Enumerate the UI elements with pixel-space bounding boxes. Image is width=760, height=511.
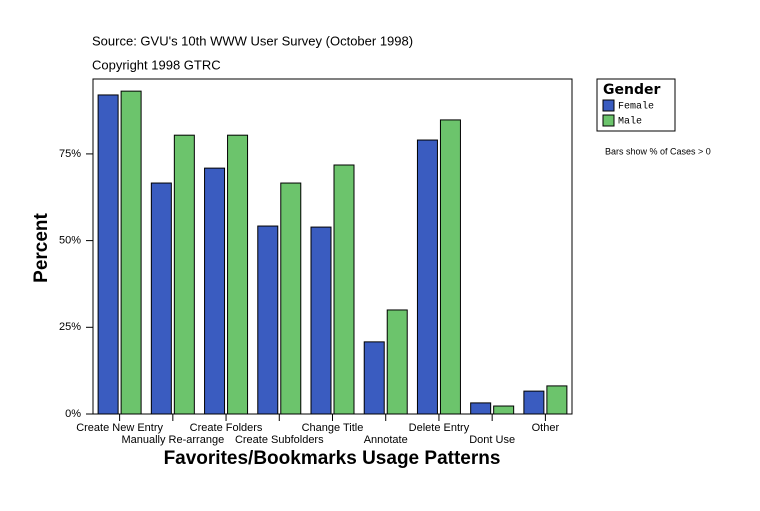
bar [416, 139, 438, 415]
bar [150, 182, 172, 415]
y-tick-label: 75% [59, 148, 81, 160]
note: Bars show % of Cases > 0 [605, 146, 711, 156]
y-tick-label: 25% [59, 321, 81, 333]
x-axis-title: Favorites/Bookmarks Usage Patterns [164, 448, 501, 469]
source: Source: GVU's 10th WWW User Survey (Octo… [92, 33, 413, 48]
bar [173, 134, 195, 415]
bar [97, 94, 119, 415]
y-tick-label: 50% [59, 235, 81, 247]
bar [493, 405, 515, 415]
legend-title: Gender [603, 82, 660, 98]
bar [333, 164, 355, 415]
x-tick-label: Delete Entry [409, 422, 470, 434]
bar [120, 90, 142, 415]
legend-label: Female [618, 101, 654, 113]
bar [257, 225, 279, 415]
bar [204, 167, 226, 415]
x-tick-label: Other [532, 422, 560, 434]
legend-label: Male [618, 116, 642, 128]
legend-swatch [602, 99, 615, 112]
x-tick-label: Annotate [364, 434, 408, 446]
x-tick-label: Create Subfolders [235, 434, 324, 446]
bar [386, 309, 408, 415]
bar [363, 341, 385, 415]
bar [227, 134, 249, 415]
bar [439, 119, 461, 415]
legend-swatch [602, 114, 615, 127]
copyright: Copyright 1998 GTRC [92, 57, 221, 72]
bar [280, 182, 302, 415]
x-tick-label: Manually Re-arrange [121, 434, 224, 446]
x-tick-label: Create New Entry [76, 422, 163, 434]
bar [546, 385, 568, 415]
bar [470, 402, 492, 415]
x-tick-label: Create Folders [190, 422, 263, 434]
bar [523, 390, 545, 415]
y-tick-label: 0% [65, 408, 81, 420]
x-tick-label: Dont Use [469, 434, 515, 446]
x-tick-label: Change Title [302, 422, 364, 434]
bar [310, 226, 332, 415]
y-axis-title: Percent [31, 212, 52, 282]
